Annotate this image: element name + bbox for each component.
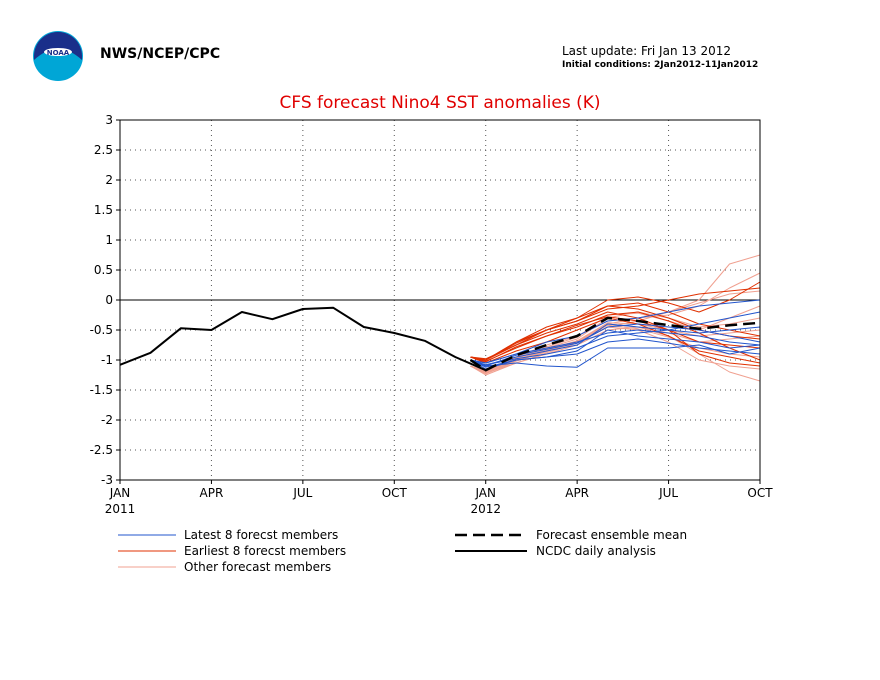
legend-label-other: Other forecast members bbox=[184, 560, 331, 574]
analysis-line bbox=[119, 306, 487, 372]
legend-label-analysis: NCDC daily analysis bbox=[536, 544, 656, 558]
ensemble-mean-line bbox=[469, 316, 761, 372]
y-tick-label: -1.5 bbox=[90, 383, 113, 397]
noaa-logo-text: NOAA bbox=[47, 49, 70, 57]
latest-member-line bbox=[470, 299, 761, 364]
earliest-members bbox=[470, 281, 761, 367]
earliest-member-line bbox=[470, 287, 761, 361]
x-tick-label: JAN bbox=[109, 486, 131, 500]
x-tick-label: JUL bbox=[292, 486, 312, 500]
y-tick-label: 0 bbox=[105, 293, 113, 307]
latest-member-line bbox=[470, 344, 761, 368]
x-axis: JAN APR JUL OCT JAN APR JUL OCT 2011 2012 bbox=[105, 480, 773, 516]
y-tick-label: 0.5 bbox=[94, 263, 113, 277]
y-tick-label: 2.5 bbox=[94, 143, 113, 157]
legend-label-latest: Latest 8 forecst members bbox=[184, 528, 338, 542]
legend-label-earliest: Earliest 8 forecst members bbox=[184, 544, 346, 558]
x-year-label: 2011 bbox=[105, 502, 136, 516]
y-tick-label: -0.5 bbox=[90, 323, 113, 337]
latest-member-line bbox=[470, 329, 761, 368]
last-update-text: Last update: Fri Jan 13 2012 bbox=[562, 44, 731, 58]
y-tick-label: 3 bbox=[105, 113, 113, 127]
y-tick-label: -2.5 bbox=[90, 443, 113, 457]
x-tick-label: JUL bbox=[658, 486, 678, 500]
org-label: NWS/NCEP/CPC bbox=[100, 46, 221, 62]
y-axis: 3 2.5 2 1.5 1 0.5 0 -0.5 -1 -1.5 -2 -2.5 -3 bbox=[90, 113, 120, 487]
y-tick-label: 1.5 bbox=[94, 203, 113, 217]
x-tick-label: OCT bbox=[747, 486, 773, 500]
y-tick-label: -1 bbox=[101, 353, 113, 367]
y-tick-label: -3 bbox=[101, 473, 113, 487]
earliest-member-line bbox=[470, 281, 761, 361]
latest-member-line bbox=[470, 338, 761, 370]
x-tick-label: JAN bbox=[474, 486, 496, 500]
x-tick-label: OCT bbox=[382, 486, 408, 500]
initial-conditions-text: Initial conditions: 2Jan2012-11Jan2012 bbox=[562, 60, 759, 70]
other-member-line bbox=[470, 324, 761, 375]
legend: Latest 8 forecst members Earliest 8 forec… bbox=[118, 528, 687, 574]
latest-member-line bbox=[470, 323, 761, 367]
ncdc-analysis bbox=[119, 306, 487, 372]
ensemble-mean bbox=[469, 316, 761, 372]
legend-label-mean: Forecast ensemble mean bbox=[536, 528, 687, 542]
noaa-logo: NOAA bbox=[33, 31, 83, 81]
x-tick-label: APR bbox=[200, 486, 224, 500]
x-tick-label: APR bbox=[565, 486, 589, 500]
y-tick-label: -2 bbox=[101, 413, 113, 427]
y-tick-label: 2 bbox=[105, 173, 113, 187]
x-year-label: 2012 bbox=[470, 502, 501, 516]
chart-title: CFS forecast Nino4 SST anomalies (K) bbox=[279, 93, 600, 113]
y-tick-label: 1 bbox=[105, 233, 113, 247]
